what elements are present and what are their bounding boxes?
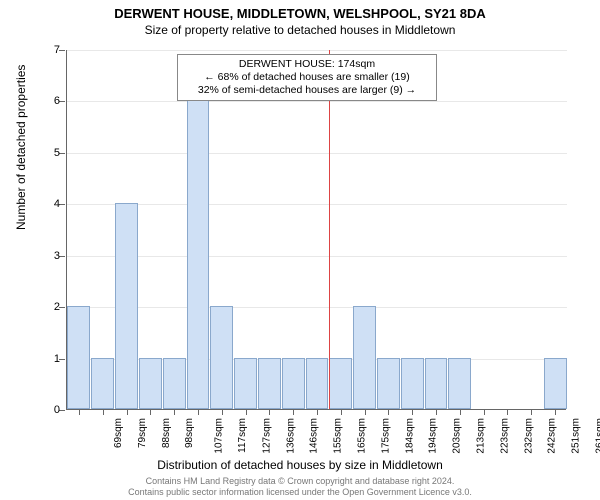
- x-tick: [460, 409, 461, 415]
- y-tick-label: 4: [40, 198, 60, 210]
- gridline: [67, 50, 567, 51]
- footer-line-1: Contains HM Land Registry data © Crown c…: [0, 476, 600, 487]
- y-tick-label: 0: [40, 404, 60, 416]
- y-tick-label: 7: [40, 44, 60, 56]
- x-tick-label: 136sqm: [285, 418, 296, 454]
- x-tick: [317, 409, 318, 415]
- footer-attribution: Contains HM Land Registry data © Crown c…: [0, 476, 600, 498]
- bar: [329, 358, 352, 409]
- x-tick: [269, 409, 270, 415]
- plot-area: 69sqm79sqm88sqm98sqm107sqm117sqm127sqm13…: [66, 50, 566, 410]
- x-tick-label: 194sqm: [428, 418, 439, 454]
- x-tick: [174, 409, 175, 415]
- chart-subtitle: Size of property relative to detached ho…: [0, 23, 600, 37]
- plot-frame: 69sqm79sqm88sqm98sqm107sqm117sqm127sqm13…: [66, 50, 566, 410]
- x-tick: [293, 409, 294, 415]
- footer-line-2: Contains public sector information licen…: [0, 487, 600, 498]
- x-tick: [388, 409, 389, 415]
- bar: [306, 358, 329, 409]
- bar: [163, 358, 186, 409]
- y-tick-label: 5: [40, 147, 60, 159]
- x-tick-label: 251sqm: [571, 418, 582, 454]
- bar: [91, 358, 114, 409]
- bar: [258, 358, 281, 409]
- x-tick: [103, 409, 104, 415]
- annotation-smaller: ← 68% of detached houses are smaller (19…: [184, 71, 430, 84]
- x-tick-label: 165sqm: [357, 418, 368, 454]
- x-tick-label: 79sqm: [137, 418, 148, 448]
- y-tick-label: 6: [40, 95, 60, 107]
- bar: [187, 100, 210, 409]
- x-tick-label: 146sqm: [309, 418, 320, 454]
- x-tick: [531, 409, 532, 415]
- x-tick: [436, 409, 437, 415]
- x-tick: [507, 409, 508, 415]
- x-tick: [150, 409, 151, 415]
- y-tick-label: 2: [40, 301, 60, 313]
- x-tick-label: 232sqm: [523, 418, 534, 454]
- bar: [282, 358, 305, 409]
- bar: [401, 358, 424, 409]
- x-tick-label: 98sqm: [184, 418, 195, 448]
- x-tick-label: 117sqm: [237, 418, 248, 453]
- x-tick-label: 127sqm: [261, 418, 272, 454]
- x-tick: [484, 409, 485, 415]
- x-tick-label: 155sqm: [333, 418, 344, 454]
- x-tick: [79, 409, 80, 415]
- bar: [210, 306, 233, 409]
- bar: [448, 358, 471, 409]
- reference-line: [329, 50, 330, 409]
- y-axis-label: Number of detached properties: [14, 65, 28, 230]
- x-axis-label: Distribution of detached houses by size …: [0, 458, 600, 472]
- y-tick-label: 1: [40, 353, 60, 365]
- x-tick-label: 242sqm: [547, 418, 558, 454]
- x-tick-label: 213sqm: [476, 418, 487, 454]
- bar: [67, 306, 90, 409]
- gridline: [67, 204, 567, 205]
- x-tick: [246, 409, 247, 415]
- x-tick-label: 88sqm: [161, 418, 172, 448]
- chart-title: DERWENT HOUSE, MIDDLETOWN, WELSHPOOL, SY…: [0, 0, 600, 21]
- x-tick: [198, 409, 199, 415]
- bar: [234, 358, 257, 409]
- bar: [377, 358, 400, 409]
- x-tick-label: 223sqm: [499, 418, 510, 454]
- x-tick-label: 184sqm: [404, 418, 415, 454]
- x-tick: [222, 409, 223, 415]
- bar: [425, 358, 448, 409]
- gridline: [67, 256, 567, 257]
- x-tick-label: 261sqm: [595, 418, 600, 454]
- x-tick-label: 175sqm: [380, 418, 391, 454]
- x-tick: [127, 409, 128, 415]
- bar: [115, 203, 138, 409]
- annotation-title: DERWENT HOUSE: 174sqm: [184, 58, 430, 71]
- y-tick-label: 3: [40, 250, 60, 262]
- bar: [139, 358, 162, 409]
- x-tick-label: 203sqm: [452, 418, 463, 454]
- x-tick: [341, 409, 342, 415]
- x-tick-label: 69sqm: [113, 418, 124, 448]
- chart-container: DERWENT HOUSE, MIDDLETOWN, WELSHPOOL, SY…: [0, 0, 600, 500]
- gridline: [67, 101, 567, 102]
- x-tick: [412, 409, 413, 415]
- x-tick: [555, 409, 556, 415]
- gridline: [67, 153, 567, 154]
- bar: [544, 358, 567, 409]
- bar: [353, 306, 376, 409]
- x-tick-label: 107sqm: [214, 418, 225, 454]
- annotation-larger: 32% of semi-detached houses are larger (…: [184, 84, 430, 97]
- annotation-box: DERWENT HOUSE: 174sqm← 68% of detached h…: [177, 54, 437, 101]
- gridline: [67, 307, 567, 308]
- x-tick: [365, 409, 366, 415]
